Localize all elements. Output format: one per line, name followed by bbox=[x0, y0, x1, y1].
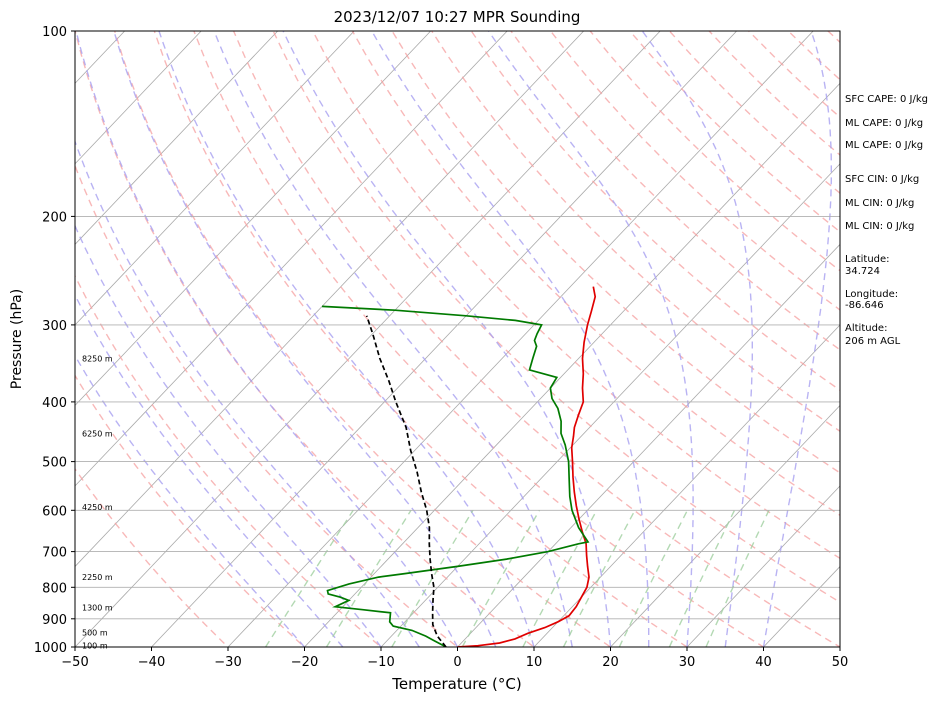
x-tick-label: 10 bbox=[526, 655, 543, 670]
isotherm-line bbox=[75, 31, 661, 647]
isotherm-line bbox=[303, 82, 840, 647]
side-info-line: SFC CAPE: 0 J/kg bbox=[845, 94, 928, 105]
y-tick-label: 900 bbox=[42, 613, 67, 628]
isotherm-line bbox=[75, 31, 202, 165]
dry-adiabat-line bbox=[75, 374, 306, 647]
y-tick-label: 600 bbox=[42, 504, 67, 519]
height-label: 4250 m bbox=[82, 503, 113, 512]
side-info-line: Altitude: bbox=[845, 323, 887, 334]
dry-adiabat-line bbox=[75, 163, 459, 647]
height-label: 500 m bbox=[82, 629, 108, 638]
mixing-ratio-line bbox=[522, 509, 598, 647]
side-info-line: 34.724 bbox=[845, 266, 880, 277]
dry-adiabat-line bbox=[153, 31, 689, 647]
moist-adiabat-line bbox=[75, 31, 459, 647]
y-tick-label: 700 bbox=[42, 546, 67, 561]
x-tick-label: 40 bbox=[755, 655, 772, 670]
height-label: 100 m bbox=[82, 642, 108, 651]
moist-adiabat-line bbox=[75, 139, 420, 647]
height-label: 6250 m bbox=[82, 429, 113, 438]
moist-adiabat-line bbox=[213, 31, 573, 647]
y-tick-label: 800 bbox=[42, 581, 67, 596]
chart-title: 2023/12/07 10:27 MPR Sounding bbox=[334, 8, 581, 26]
x-axis-label: Temperature (°C) bbox=[391, 675, 521, 693]
x-tick-label: −20 bbox=[291, 655, 318, 670]
dry-adiabat-line bbox=[232, 31, 840, 647]
isotherm-line bbox=[75, 31, 508, 487]
side-info-line: ML CIN: 0 J/kg bbox=[845, 221, 914, 232]
temperature-line bbox=[457, 286, 597, 647]
dry-adiabat-line bbox=[75, 31, 536, 647]
y-tick-label: 1000 bbox=[34, 641, 67, 656]
isotherm-line bbox=[75, 31, 432, 407]
x-tick-label: 0 bbox=[453, 655, 461, 670]
dewpoint-line bbox=[321, 305, 590, 647]
isotherm-line bbox=[686, 485, 840, 647]
x-tick-label: −10 bbox=[367, 655, 394, 670]
side-info-line: ML CAPE: 0 J/kg bbox=[845, 118, 923, 129]
dry-adiabat-line bbox=[75, 274, 383, 647]
side-info-line: Longitude: bbox=[845, 289, 898, 300]
height-labels: 100 m 500 m 1300 m 2250 m 4250 m 6250 m 8250 m bbox=[82, 354, 113, 650]
mixing-ratio-line bbox=[391, 509, 474, 647]
x-tick-label: 20 bbox=[602, 655, 619, 670]
side-info-line: -86.646 bbox=[845, 300, 884, 311]
y-axis: 1000 900 800 700 600 500 400 300 200 100 bbox=[34, 25, 75, 656]
moist-adiabat-line bbox=[762, 31, 832, 647]
dry-adiabat-line bbox=[431, 31, 840, 433]
side-info-line: Latitude: bbox=[845, 254, 890, 265]
background-lines bbox=[75, 31, 840, 647]
x-tick-label: −50 bbox=[61, 655, 88, 670]
moist-adiabat-line bbox=[113, 31, 497, 647]
isotherm-line bbox=[380, 163, 840, 647]
isotherm-line bbox=[227, 31, 814, 647]
mixing-ratio-line bbox=[461, 509, 541, 647]
moist-adiabat-line bbox=[371, 31, 650, 647]
dry-adiabat-line bbox=[193, 31, 765, 647]
height-label: 1300 m bbox=[82, 604, 113, 613]
isotherm-line bbox=[75, 31, 279, 245]
y-tick-label: 200 bbox=[42, 210, 67, 225]
parcel-line bbox=[365, 315, 447, 647]
side-info-line: 206 m AGL bbox=[845, 336, 901, 347]
height-label: 8250 m bbox=[82, 354, 113, 363]
data-lines bbox=[321, 286, 597, 647]
x-axis: −50 −40 −30 −20 −10 0 10 20 30 40 50 bbox=[61, 647, 848, 670]
isotherm-line bbox=[75, 31, 585, 568]
x-tick-label: −30 bbox=[214, 655, 241, 670]
moist-adiabat-line bbox=[641, 31, 753, 647]
x-tick-label: 30 bbox=[679, 655, 696, 670]
x-tick-label: −40 bbox=[138, 655, 165, 670]
side-info-line: ML CAPE: 0 J/kg bbox=[845, 140, 923, 151]
moist-adiabat-line bbox=[158, 31, 535, 647]
dry-adiabat-line bbox=[391, 31, 840, 474]
isotherm-line bbox=[609, 404, 840, 647]
moist-adiabat-line bbox=[487, 31, 694, 647]
x-tick-label: 50 bbox=[832, 655, 849, 670]
y-axis-label: Pressure (hPa) bbox=[9, 289, 25, 389]
y-tick-label: 400 bbox=[42, 396, 67, 411]
dry-adiabat-line bbox=[272, 31, 840, 604]
height-label: 2250 m bbox=[82, 573, 113, 582]
y-tick-label: 100 bbox=[42, 25, 67, 40]
side-info-panel: SFC CAPE: 0 J/kg ML CAPE: 0 J/kg ML CAPE: … bbox=[845, 94, 928, 347]
side-info-line: SFC CIN: 0 J/kg bbox=[845, 174, 919, 185]
isotherm-line bbox=[75, 31, 355, 326]
dry-adiabat-line bbox=[351, 31, 840, 517]
side-info-line: ML CIN: 0 J/kg bbox=[845, 198, 914, 209]
moist-adiabat-line bbox=[75, 224, 382, 647]
dry-adiabat-line bbox=[312, 31, 840, 560]
mixing-ratio-line bbox=[562, 509, 636, 647]
y-tick-label: 300 bbox=[42, 319, 67, 334]
dry-adiabat-line bbox=[75, 467, 230, 647]
y-tick-label: 500 bbox=[42, 456, 67, 471]
isotherm-line bbox=[150, 31, 738, 647]
